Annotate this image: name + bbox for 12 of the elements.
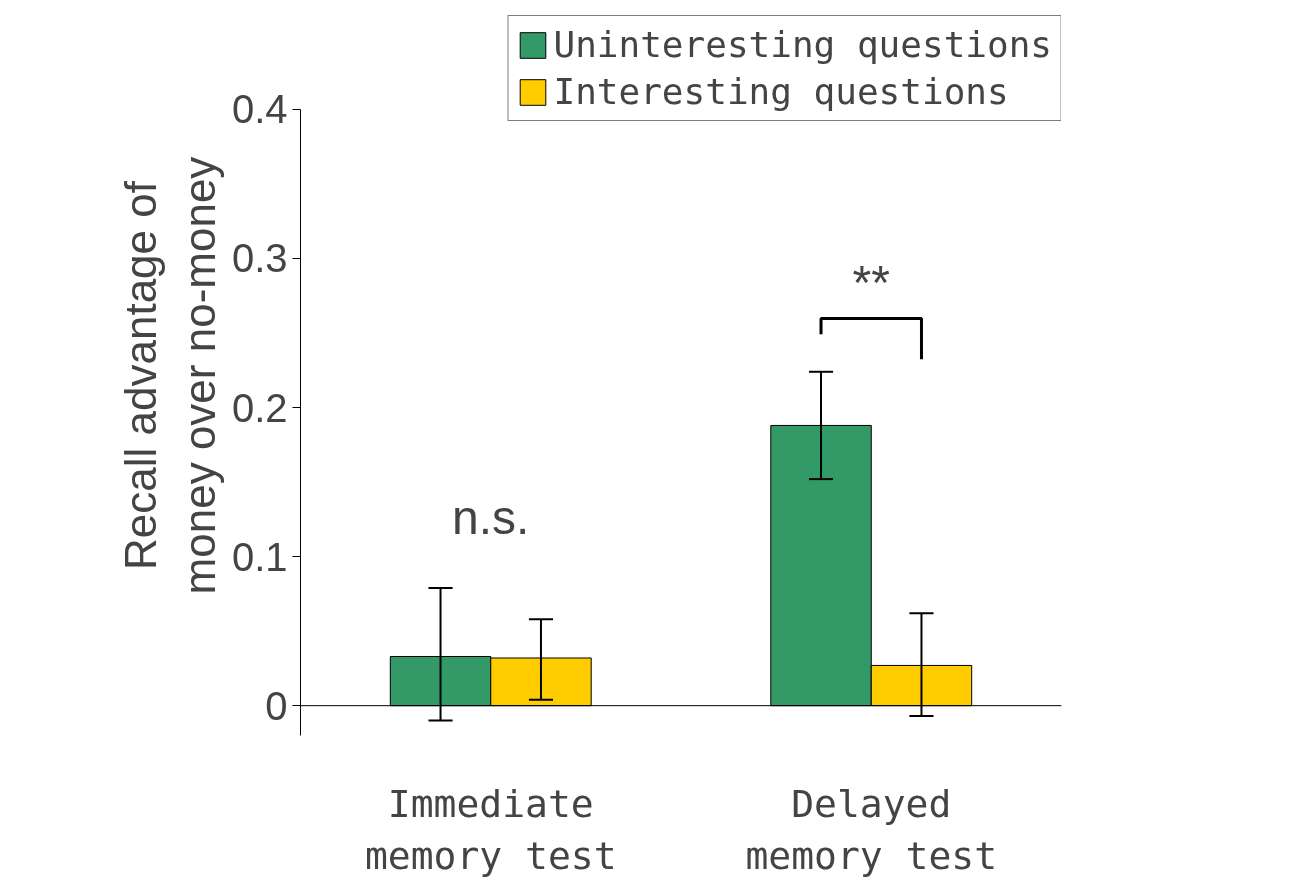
x-tick-label: Immediate memory test: [364, 781, 617, 879]
y-tick-label: 0.2: [231, 385, 288, 430]
legend-label: Interesting questions: [553, 71, 1009, 112]
y-tick-label: 0.4: [231, 87, 288, 132]
annotation: **: [852, 256, 890, 310]
x-tick-label: Delayed memory test: [745, 781, 998, 879]
y-tick-label: 0.1: [231, 534, 288, 579]
annotation: n.s.: [452, 491, 530, 545]
y-axis-title: Recall advantage of money over no-money: [116, 156, 224, 595]
y-tick-label: 0.3: [231, 236, 288, 281]
legend-label: Uninteresting questions: [553, 24, 1052, 65]
y-tick-label: 0: [265, 683, 288, 728]
